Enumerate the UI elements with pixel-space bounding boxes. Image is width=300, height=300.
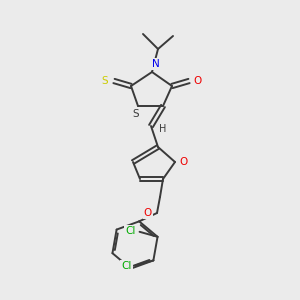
Text: Cl: Cl — [121, 261, 132, 272]
Text: S: S — [133, 109, 139, 119]
Text: O: O — [193, 76, 201, 86]
Text: O: O — [144, 208, 152, 218]
Text: H: H — [159, 124, 167, 134]
Text: O: O — [180, 157, 188, 167]
Text: Cl: Cl — [125, 226, 136, 236]
Text: S: S — [102, 76, 108, 86]
Text: N: N — [152, 59, 160, 69]
